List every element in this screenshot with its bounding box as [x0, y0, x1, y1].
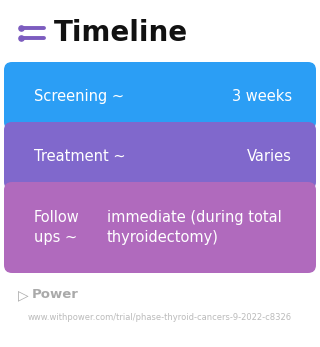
Text: www.withpower.com/trial/phase-thyroid-cancers-9-2022-c8326: www.withpower.com/trial/phase-thyroid-ca…	[28, 313, 292, 322]
Text: Power: Power	[32, 288, 79, 302]
Text: ▷: ▷	[18, 288, 28, 302]
FancyBboxPatch shape	[4, 62, 316, 130]
Text: Timeline: Timeline	[54, 19, 188, 47]
Text: Treatment ~: Treatment ~	[34, 149, 126, 163]
Text: Varies: Varies	[247, 149, 292, 163]
Text: 3 weeks: 3 weeks	[232, 88, 292, 103]
FancyBboxPatch shape	[4, 122, 316, 190]
Text: immediate (during total
thyroidectomy): immediate (during total thyroidectomy)	[107, 210, 282, 245]
Text: Screening ~: Screening ~	[34, 88, 124, 103]
FancyBboxPatch shape	[4, 182, 316, 273]
Text: Follow
ups ~: Follow ups ~	[34, 210, 80, 245]
